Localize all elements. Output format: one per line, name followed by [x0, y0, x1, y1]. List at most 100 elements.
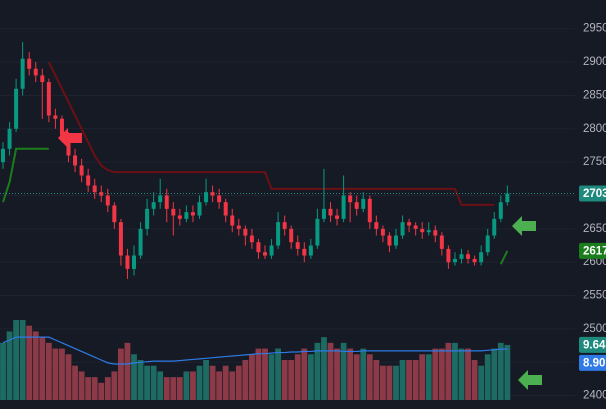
candle-body — [177, 215, 182, 219]
volume-bar — [209, 365, 216, 400]
candle-body — [151, 202, 156, 209]
volume-bar — [39, 337, 46, 400]
volume-bar — [452, 342, 458, 400]
candle-body — [387, 235, 392, 246]
candle-body — [171, 208, 176, 216]
candle-body — [348, 195, 353, 203]
volume-bar — [393, 365, 399, 400]
volume-bar — [419, 354, 426, 400]
candle-body — [236, 225, 241, 229]
volume-bar — [91, 377, 98, 400]
volume-bar — [118, 348, 124, 400]
volume-bar — [465, 348, 471, 400]
candle-body — [459, 254, 464, 259]
candle-body — [1, 148, 5, 163]
candle-body — [138, 228, 143, 256]
candle-body — [86, 175, 91, 186]
volume-bar — [190, 371, 196, 400]
candle-body — [367, 198, 372, 223]
candle-body — [112, 205, 117, 223]
candle-body — [66, 135, 71, 156]
volume-bar — [471, 360, 478, 400]
candle-body — [505, 193, 510, 203]
volume-bar — [98, 382, 105, 400]
volume-bar — [0, 342, 6, 400]
price-badge — [579, 185, 606, 202]
volume-bar — [438, 348, 445, 400]
candle-body — [321, 208, 326, 219]
volume-bar — [412, 360, 419, 400]
volume-bar — [65, 354, 72, 400]
y-tick-label: 2650 — [583, 223, 606, 235]
candle-body — [243, 228, 248, 236]
candle-body — [105, 195, 110, 206]
volume-bar — [366, 354, 373, 400]
volume-bar — [373, 360, 380, 400]
volume-bar — [242, 360, 249, 400]
volume-bar — [334, 348, 340, 400]
volume-bar — [124, 342, 131, 400]
volume-bar — [425, 354, 432, 400]
candle-body — [328, 208, 333, 216]
candle-body — [374, 222, 379, 229]
volume-bar — [222, 365, 229, 400]
candle-body — [472, 258, 477, 263]
candle-body — [53, 115, 58, 119]
candle-body — [145, 208, 150, 229]
candle-body — [184, 212, 189, 219]
candle-body — [230, 215, 235, 226]
volume-bar — [26, 325, 33, 400]
candle-body — [210, 192, 215, 196]
volume-bar — [13, 320, 19, 400]
volume-bar — [196, 365, 203, 400]
y-tick-label: 2550 — [583, 290, 606, 302]
price-badge-label: 2617 — [583, 245, 606, 257]
candle-body — [452, 258, 457, 263]
candle-body — [190, 212, 195, 216]
y-tick-label: 2600 — [583, 256, 606, 268]
candle-body — [498, 202, 503, 219]
candle-body — [249, 235, 254, 243]
candle-body — [46, 82, 51, 116]
volume-bar — [183, 371, 190, 400]
candle-body — [92, 185, 97, 193]
candle-body — [289, 228, 294, 243]
candle-body — [380, 228, 385, 236]
volume-bar — [301, 348, 308, 400]
volume-bar — [144, 365, 150, 400]
y-tick-label: 2950 — [583, 23, 606, 35]
volume-bar — [6, 331, 13, 400]
volume-ma-line — [2, 336, 508, 365]
volume-bar — [399, 360, 406, 400]
candle-body — [125, 255, 130, 269]
volume-bar — [360, 348, 367, 400]
volume-bar — [380, 365, 386, 400]
volume-bar — [497, 342, 504, 400]
candle-body — [99, 192, 104, 196]
volume-bar — [275, 348, 281, 400]
volume-bar — [85, 377, 92, 400]
volume-bar — [163, 377, 170, 400]
volume-bar — [170, 377, 177, 400]
candle-body — [7, 128, 12, 149]
volume-bar — [235, 365, 242, 400]
candle-body — [59, 118, 64, 136]
volume-bar — [432, 348, 439, 400]
volume-bar — [255, 348, 262, 400]
volume-bar — [72, 365, 78, 400]
volume-bar — [445, 342, 452, 400]
volume-bar — [176, 377, 183, 400]
candle-body — [466, 254, 471, 259]
candle-body — [407, 222, 412, 226]
candle-body — [335, 215, 340, 219]
volume-bar — [307, 354, 314, 400]
candle-body — [302, 248, 307, 256]
candle-body — [27, 58, 32, 69]
candle-body — [354, 202, 359, 209]
candle-body — [433, 230, 438, 236]
candle-body — [73, 155, 78, 166]
volume-bar — [504, 344, 511, 400]
candle-body — [118, 222, 123, 256]
price-badge-label: 8.90 — [583, 357, 605, 369]
